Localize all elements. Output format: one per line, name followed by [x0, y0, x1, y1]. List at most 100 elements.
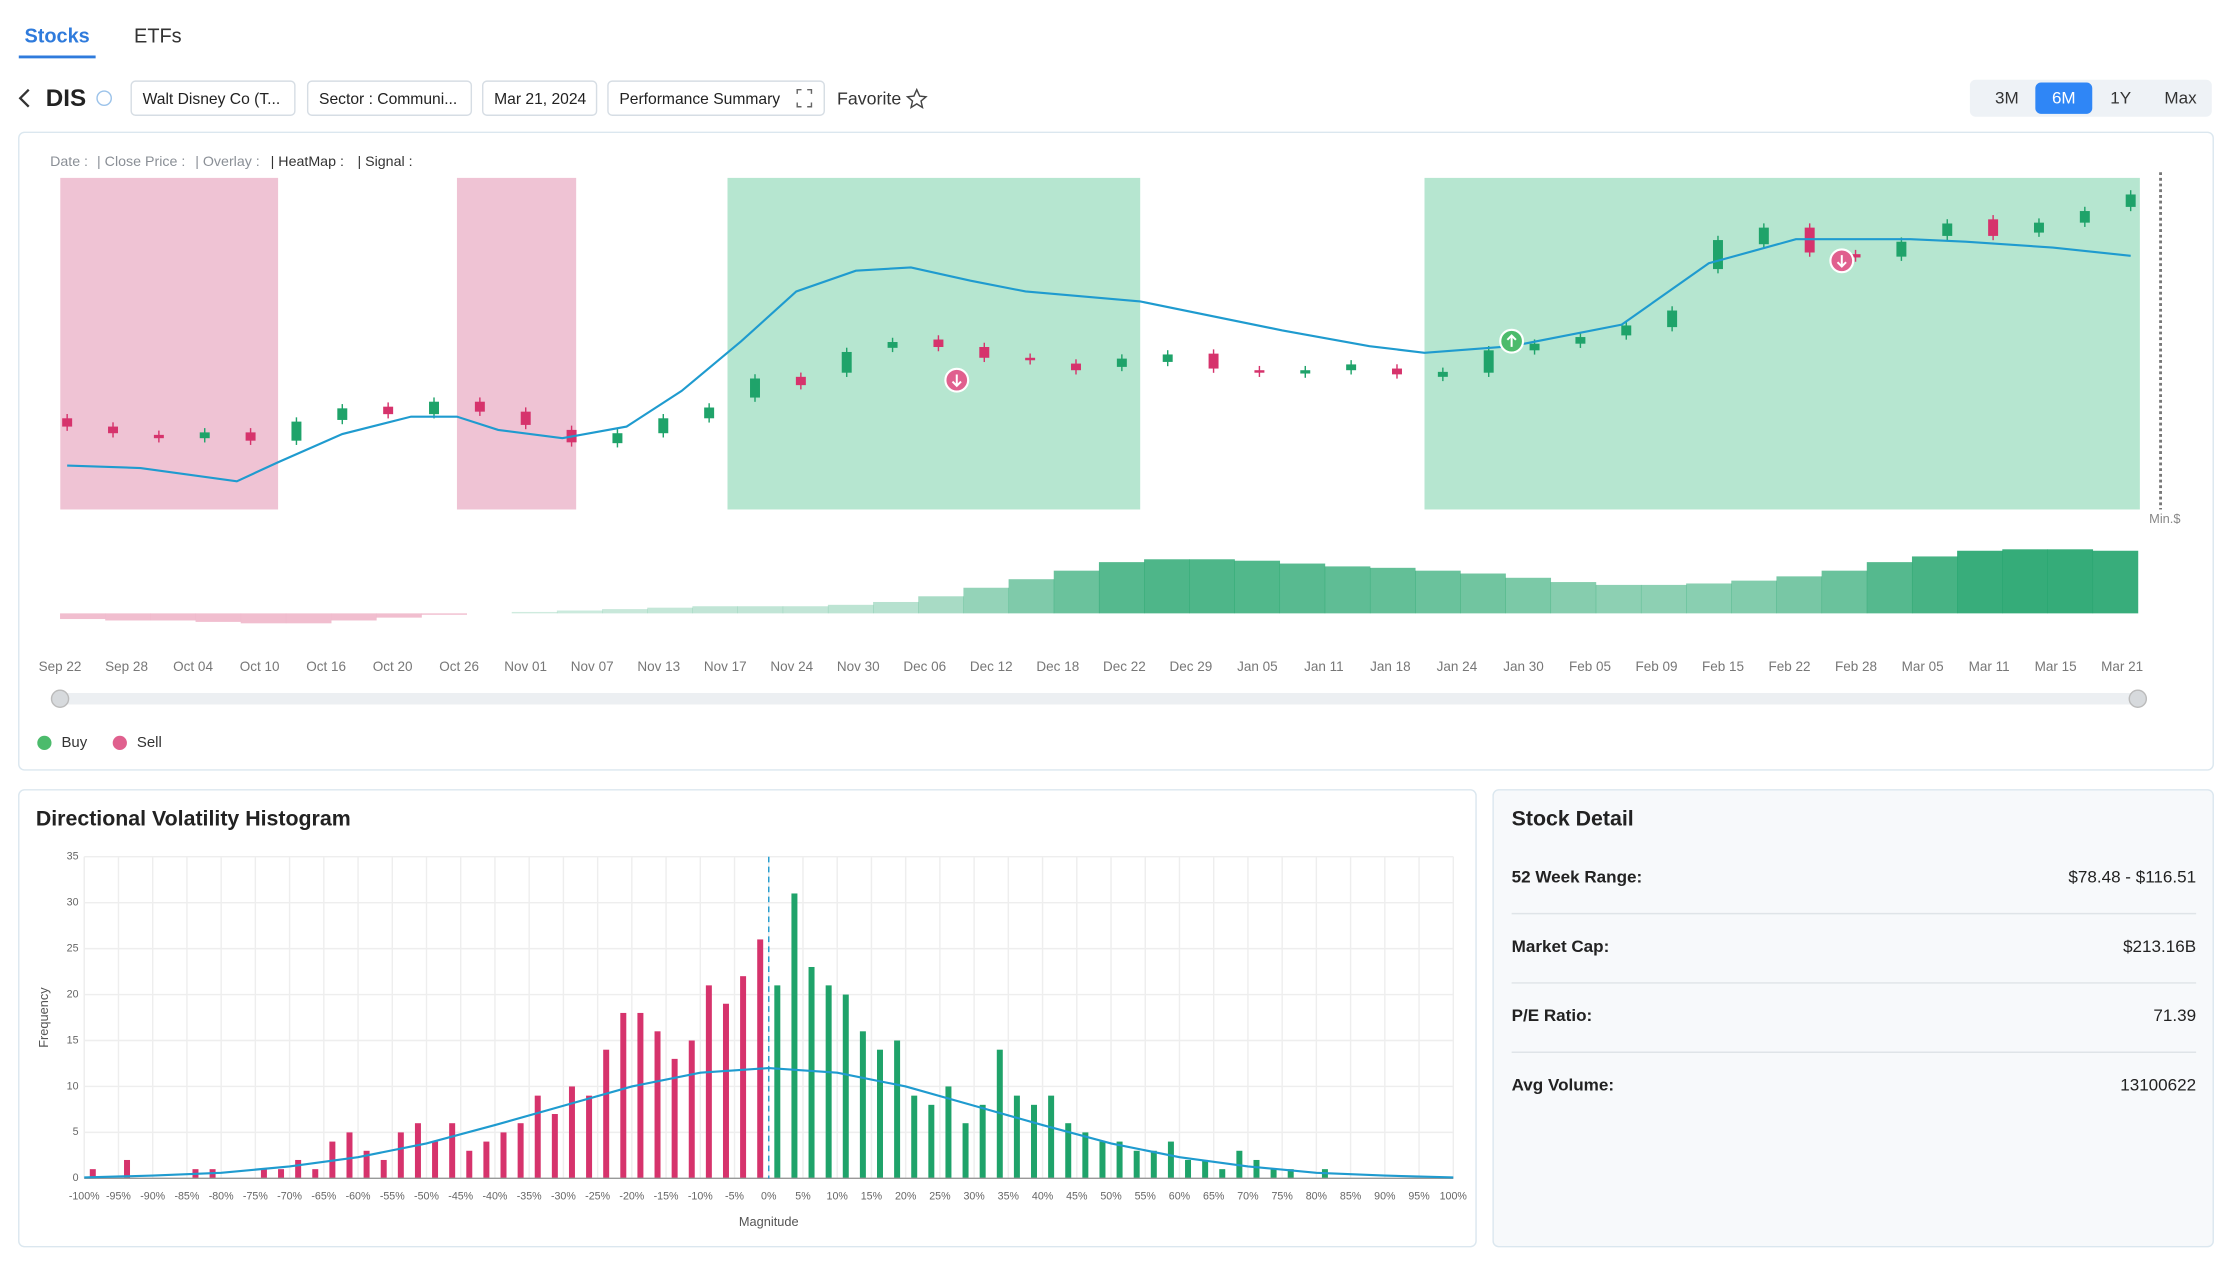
slider-handle[interactable]	[50, 689, 70, 709]
heat-strip-bar	[1144, 559, 1190, 614]
histogram-bar	[945, 1086, 952, 1179]
histogram-bar	[483, 1141, 490, 1179]
histogram-bar	[551, 1114, 558, 1179]
heat-strip-bar	[556, 610, 603, 614]
candle	[291, 421, 302, 441]
x-tick-label: -45%	[448, 1191, 473, 1203]
histogram-bar	[894, 1040, 901, 1179]
histogram-bar	[1048, 1095, 1055, 1179]
x-tick-label: Feb 15	[1702, 659, 1744, 674]
histogram-bar	[586, 1095, 593, 1179]
range-button[interactable]: 3M	[1995, 88, 2019, 107]
histogram-bar	[380, 1159, 387, 1179]
moving-average	[67, 238, 2131, 483]
histogram-bar	[295, 1159, 302, 1179]
candle	[704, 407, 715, 419]
x-tick-label: 25%	[929, 1191, 951, 1203]
x-tick-label: Nov 01	[504, 659, 547, 674]
histogram-title: Directional Volatility Histogram	[36, 806, 351, 830]
range-active	[2035, 82, 2093, 114]
detail-value: 71.39	[2153, 1006, 2196, 1025]
info-icon[interactable]	[96, 90, 112, 107]
range-button[interactable]: 6M	[2052, 88, 2076, 107]
candle	[1300, 370, 1311, 374]
favorite-star[interactable]	[905, 87, 928, 109]
x-tick-label: 75%	[1271, 1191, 1293, 1203]
range-button[interactable]: 1Y	[2110, 88, 2131, 107]
heat-strip-bar	[511, 611, 558, 614]
histogram-bar	[346, 1132, 353, 1179]
x-tick-label: Mar 11	[1969, 659, 2010, 674]
x-tick-label: -40%	[483, 1191, 508, 1203]
candle	[750, 378, 760, 398]
chip[interactable]	[130, 80, 296, 116]
chip-label: Performance Summary	[619, 91, 780, 108]
heat-strip-bar	[195, 613, 242, 622]
histogram-bar	[962, 1123, 969, 1179]
range-button[interactable]: Max	[2164, 88, 2197, 107]
x-tick-label: -20%	[619, 1191, 644, 1203]
histogram-bar	[911, 1095, 918, 1179]
histogram-bar	[1167, 1141, 1174, 1179]
chip[interactable]	[607, 80, 825, 116]
histogram-bar	[620, 1012, 627, 1179]
candle	[1254, 370, 1265, 373]
histogram-bar	[842, 994, 849, 1179]
candle	[199, 432, 210, 439]
tab-stocks[interactable]: Stocks	[24, 25, 89, 47]
slider-handle[interactable]	[2128, 689, 2148, 709]
candle	[153, 434, 164, 439]
y-tick-label: 15	[67, 1034, 79, 1046]
y-tick-label: 10	[67, 1080, 79, 1092]
favorite-label[interactable]: Favorite	[837, 88, 901, 108]
candle	[474, 401, 485, 412]
candle	[520, 411, 531, 425]
detail-value: $213.16B	[2123, 937, 2196, 956]
candle	[841, 351, 852, 373]
x-tick-label: Oct 04	[173, 659, 213, 674]
tab-etfs[interactable]: ETFs	[134, 25, 182, 47]
histogram-bar	[1099, 1141, 1106, 1179]
back-button[interactable]	[18, 88, 30, 108]
histogram-bar	[876, 1049, 883, 1179]
histogram-bar	[791, 893, 798, 1179]
candle	[979, 346, 990, 358]
x-tick-label: 10%	[827, 1191, 849, 1203]
info-label: | Close Price :	[97, 154, 185, 170]
heat-strip-bar	[1324, 566, 1371, 614]
candle	[1667, 310, 1678, 328]
chip[interactable]	[482, 80, 598, 116]
candle	[108, 426, 118, 434]
candle	[2125, 194, 2136, 207]
heat-strip-bar	[1460, 573, 1506, 614]
chip[interactable]	[306, 80, 473, 116]
heat-strip-bar	[1686, 583, 1732, 614]
histogram-bar	[688, 1040, 695, 1179]
x-tick-label: Dec 22	[1103, 659, 1146, 674]
y-tick-label: 5	[73, 1126, 79, 1138]
histogram-bar	[260, 1169, 267, 1179]
heat-strip-bar	[1595, 584, 1642, 614]
x-tick-label: -35%	[517, 1191, 542, 1203]
x-tick-label: 30%	[963, 1191, 985, 1203]
candle	[887, 342, 898, 348]
histogram-bar	[637, 1012, 644, 1179]
x-tick-label: Oct 10	[240, 659, 280, 674]
info-label: | Overlay :	[195, 154, 260, 170]
histogram-bar	[654, 1031, 661, 1179]
histogram-bar	[1270, 1169, 1277, 1179]
range-slider[interactable]	[60, 693, 2138, 705]
heat-strip-bar	[1731, 580, 1777, 614]
candle	[1942, 223, 1953, 236]
x-tick-label: 55%	[1135, 1191, 1157, 1203]
heat-strip-bar	[421, 613, 467, 615]
x-tick-label: -25%	[585, 1191, 610, 1203]
heat-strip-bar	[918, 596, 964, 614]
detail-value: $78.48 - $116.51	[2068, 868, 2196, 887]
heat-strip-bar	[240, 613, 287, 624]
histogram-bar	[1082, 1132, 1089, 1179]
heat-strip-bar	[1415, 570, 1461, 614]
heatmap-region	[60, 177, 279, 510]
expand-icon	[796, 88, 813, 108]
histogram-bar	[568, 1086, 575, 1179]
